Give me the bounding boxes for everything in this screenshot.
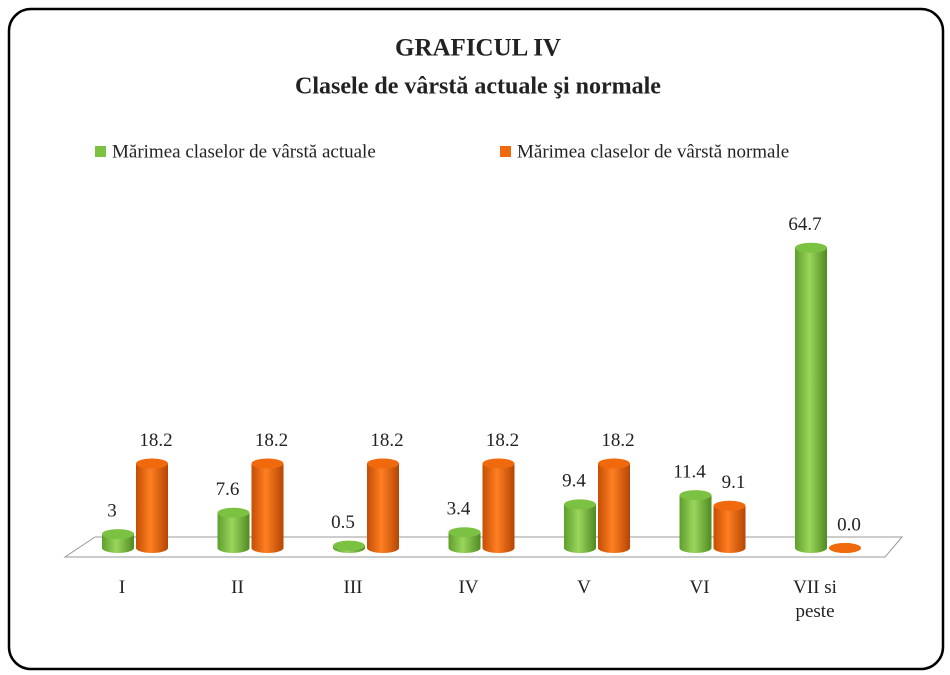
bar-body bbox=[482, 463, 515, 548]
bar-body bbox=[598, 463, 630, 548]
bar-top bbox=[217, 507, 250, 518]
bar bbox=[251, 458, 284, 553]
bar-body bbox=[217, 512, 250, 548]
x-tick-label: IV bbox=[458, 577, 479, 598]
bar-body bbox=[136, 463, 168, 548]
data-label: 0.0 bbox=[837, 514, 861, 535]
data-label: 3 bbox=[107, 500, 117, 521]
data-label: 18.2 bbox=[255, 430, 288, 451]
bar bbox=[136, 458, 168, 553]
bar bbox=[795, 242, 827, 553]
data-label: 9.4 bbox=[562, 471, 586, 492]
bar-body bbox=[367, 463, 399, 548]
bar-body bbox=[679, 495, 712, 548]
x-tick-label: II bbox=[231, 577, 244, 598]
x-tick-label: III bbox=[343, 577, 363, 598]
data-label: 7.6 bbox=[216, 479, 240, 500]
bar bbox=[333, 540, 365, 553]
x-tick-label: V bbox=[577, 577, 591, 598]
data-label: 64.7 bbox=[788, 214, 821, 235]
bar-body bbox=[564, 504, 596, 548]
x-tick-label: I bbox=[118, 577, 126, 598]
data-label: 3.4 bbox=[447, 499, 471, 520]
bar bbox=[482, 458, 515, 553]
data-label: 11.4 bbox=[673, 461, 706, 482]
bar bbox=[713, 500, 746, 553]
bar-top bbox=[367, 458, 399, 469]
bar bbox=[217, 507, 250, 553]
bar-top bbox=[251, 458, 284, 469]
chart-title: GRAFICUL IV bbox=[395, 35, 561, 62]
data-label: 18.2 bbox=[139, 430, 172, 451]
bar bbox=[829, 543, 861, 553]
legend-label: Mărimea claselor de vârstă normale bbox=[517, 141, 789, 162]
bar bbox=[679, 490, 712, 553]
bar bbox=[448, 527, 481, 553]
bar-top bbox=[102, 529, 134, 540]
bar-top bbox=[598, 458, 630, 469]
data-label: 18.2 bbox=[370, 430, 403, 451]
data-label: 9.1 bbox=[722, 472, 746, 493]
bar-top bbox=[829, 543, 861, 553]
bar bbox=[564, 499, 596, 553]
legend-swatch bbox=[500, 146, 511, 157]
bar-top bbox=[795, 242, 827, 253]
bar bbox=[598, 458, 630, 553]
legend-swatch bbox=[95, 146, 106, 157]
data-label: 18.2 bbox=[486, 430, 519, 451]
x-tick-label: VII si peste bbox=[793, 577, 837, 622]
bar bbox=[102, 529, 134, 553]
bar-top bbox=[482, 458, 515, 469]
data-label: 18.2 bbox=[601, 430, 634, 451]
bar-top bbox=[448, 527, 481, 538]
data-label: 0.5 bbox=[331, 512, 355, 533]
bar-body bbox=[251, 463, 284, 548]
bar-body bbox=[795, 247, 827, 549]
bar-top bbox=[136, 458, 168, 469]
legend-label: Mărimea claselor de vârstă actuale bbox=[112, 141, 376, 162]
bar-body bbox=[713, 505, 746, 548]
bar-top bbox=[564, 499, 596, 510]
bar-top bbox=[713, 500, 746, 511]
bar-top bbox=[679, 490, 712, 501]
chart-subtitle: Clasele de vârstă actuale şi normale bbox=[295, 74, 661, 100]
x-tick-label: VI bbox=[689, 577, 710, 598]
bar-top bbox=[333, 540, 365, 551]
bar bbox=[367, 458, 399, 553]
